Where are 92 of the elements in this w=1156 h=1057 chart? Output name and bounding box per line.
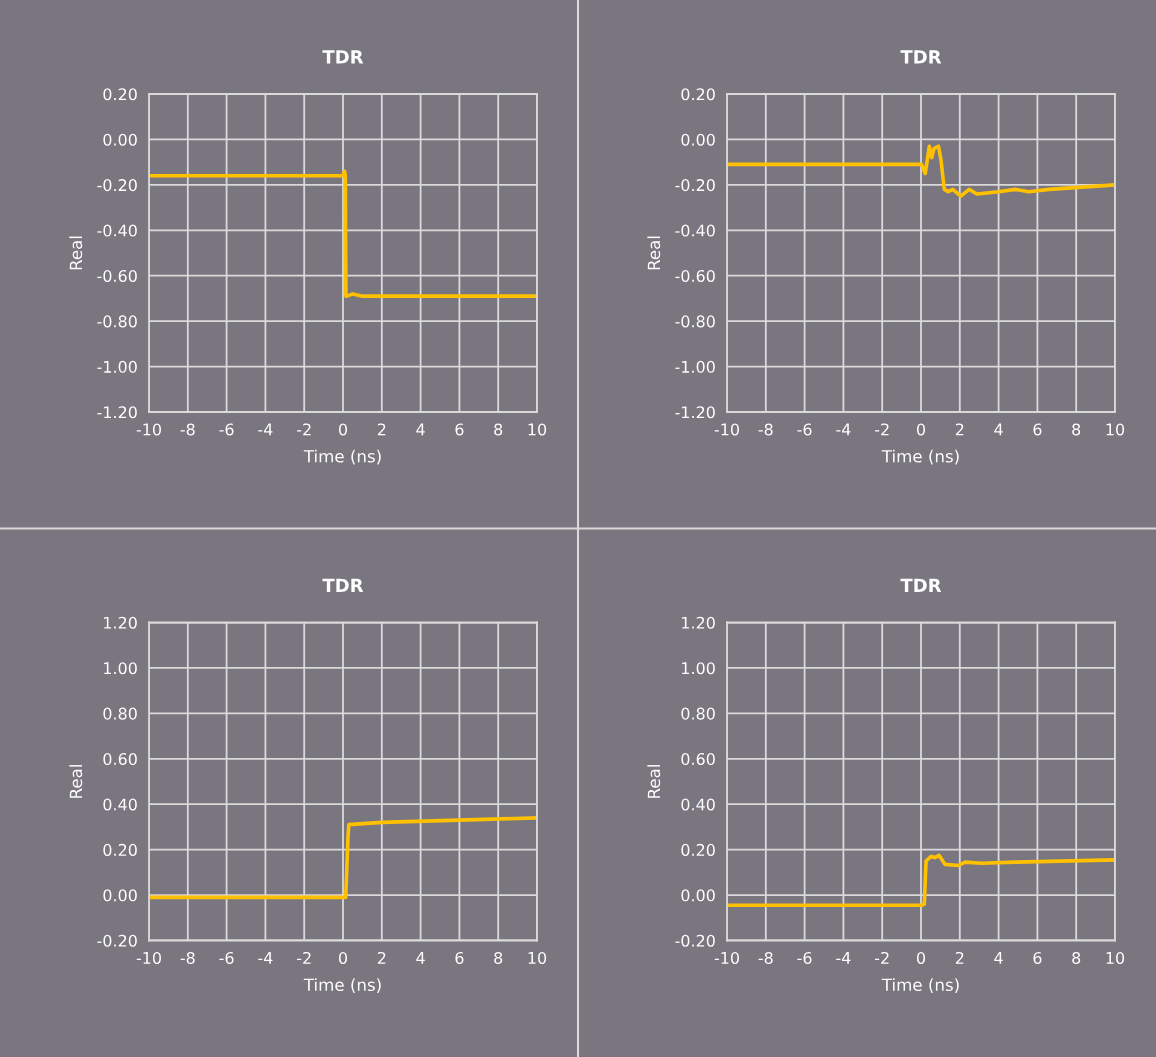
y-tick-label: -1.20: [675, 406, 715, 419]
y-tick-label: 0.80: [681, 707, 715, 720]
x-tick-label: 0: [916, 423, 926, 436]
x-tick-label: -6: [219, 951, 234, 964]
x-tick-label: 2: [377, 423, 386, 436]
x-tick-label: -8: [758, 423, 773, 436]
line-series: [727, 853, 1115, 908]
x-tick-label: -8: [180, 423, 195, 436]
y-tick-label: -0.20: [97, 179, 137, 192]
x-tick-label: -6: [797, 423, 812, 436]
x-tick-label: 2: [955, 951, 964, 964]
y-tick-label: 0.00: [103, 889, 137, 902]
x-tick-label: -2: [875, 951, 889, 964]
y-tick-label: 1.20: [682, 616, 715, 629]
y-tick-label: -1.00: [675, 360, 715, 373]
y-tick-label: -0.80: [97, 315, 137, 328]
y-tick-label: 1.00: [104, 662, 137, 675]
x-tick-label: 4: [994, 952, 1003, 964]
x-tick-label: -10: [136, 423, 161, 436]
y-tick-label: -0.80: [675, 315, 715, 328]
line-series: [149, 169, 537, 298]
y-tick-label: 0.00: [103, 133, 137, 146]
x-axis-title: Time (ns): [881, 978, 959, 994]
y-tick-label: 0.00: [681, 133, 715, 146]
x-axis-title: Time (ns): [303, 449, 381, 465]
x-tick-label: -10: [136, 951, 161, 964]
y-tick-label: 0.20: [681, 88, 715, 101]
y-tick-label: 1.00: [682, 662, 715, 675]
x-tick-label: -6: [797, 951, 812, 964]
y-tick-label: -0.60: [97, 269, 137, 283]
x-tick-label: 8: [494, 423, 503, 436]
x-tick-label: -2: [297, 951, 311, 964]
x-tick-label: 6: [455, 423, 464, 436]
x-tick-label: 0: [916, 951, 926, 964]
x-tick-label: -4: [836, 423, 851, 436]
x-tick-label: 6: [1033, 951, 1042, 964]
y-tick-label: -0.20: [97, 934, 137, 947]
y-tick-label: 0.60: [103, 753, 137, 766]
x-tick-label: 10: [1106, 951, 1125, 964]
x-tick-label: -2: [297, 423, 311, 436]
x-tick-label: -8: [180, 951, 195, 964]
x-tick-label: -8: [758, 951, 773, 964]
x-tick-label: 6: [455, 951, 464, 964]
x-tick-label: 4: [416, 952, 425, 964]
y-tick-label: 0.40: [681, 798, 715, 811]
y-tick-label: -0.40: [675, 224, 715, 237]
x-tick-label: 2: [955, 423, 964, 436]
line-series: [727, 144, 1115, 199]
y-tick-label: -0.40: [97, 224, 137, 237]
x-tick-label: 10: [1106, 423, 1125, 436]
x-axis-title: Time (ns): [303, 978, 381, 994]
y-tick-label: 1.20: [104, 616, 137, 629]
x-tick-label: 0: [338, 951, 348, 964]
y-tick-label: 0.40: [103, 798, 137, 811]
y-axis-title: Real: [647, 765, 661, 798]
x-tick-label: -6: [219, 423, 234, 436]
x-tick-label: 2: [377, 951, 386, 964]
chart-title: TDR: [322, 578, 364, 592]
x-tick-label: -4: [836, 952, 851, 964]
y-tick-label: 0.20: [103, 843, 137, 856]
y-tick-label: -0.60: [675, 269, 715, 283]
x-tick-label: 10: [528, 951, 547, 964]
y-tick-label: 0.00: [681, 889, 715, 902]
y-tick-label: -1.20: [97, 406, 137, 419]
y-tick-label: 0.20: [681, 843, 715, 856]
x-tick-label: -2: [875, 423, 889, 436]
chart-title: TDR: [900, 50, 942, 64]
x-tick-label: -4: [258, 423, 273, 436]
x-tick-label: 4: [416, 423, 425, 436]
x-tick-label: 4: [994, 423, 1003, 436]
x-tick-label: 8: [1072, 951, 1081, 964]
chart-title: TDR: [900, 578, 942, 592]
x-tick-label: -10: [714, 423, 739, 436]
y-axis-title: Real: [69, 236, 83, 270]
y-tick-label: -0.20: [675, 179, 715, 192]
x-tick-label: 8: [494, 951, 503, 964]
chart-title: TDR: [322, 50, 364, 64]
y-tick-label: 0.80: [103, 707, 137, 720]
x-axis-title: Time (ns): [881, 449, 959, 465]
x-tick-label: -10: [714, 951, 739, 964]
x-tick-label: 0: [338, 423, 348, 436]
y-tick-label: -1.00: [97, 360, 137, 373]
x-tick-label: 8: [1072, 423, 1081, 436]
y-tick-label: -0.20: [675, 934, 715, 947]
y-tick-label: 0.60: [681, 753, 715, 766]
y-tick-label: 0.20: [103, 88, 137, 101]
y-axis-title: Real: [647, 236, 661, 270]
x-tick-label: 6: [1033, 423, 1042, 436]
x-tick-label: 10: [528, 423, 547, 436]
x-tick-label: -4: [258, 952, 273, 964]
y-axis-title: Real: [69, 765, 83, 798]
line-series: [149, 816, 537, 900]
